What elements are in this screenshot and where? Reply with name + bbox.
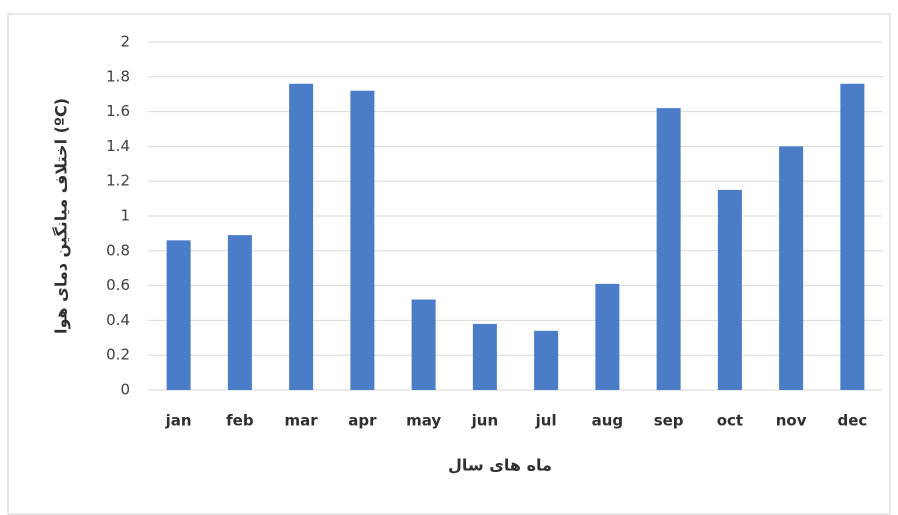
y-tick-label: 0.4 [106,311,130,329]
bar [779,146,804,390]
bar [472,323,497,390]
bar [534,330,559,390]
bar [166,240,191,390]
x-tick-label: oct [717,412,743,430]
x-tick-label: feb [226,412,254,430]
x-tick-label: sep [654,412,684,430]
bar [227,235,252,390]
bar [656,108,681,391]
y-tick-label: 0.2 [106,346,130,364]
chart-frame [7,13,891,515]
y-tick-label: 0.6 [106,276,130,294]
bar [289,83,314,390]
x-tick-label: jun [471,412,499,430]
bar [595,283,620,390]
y-tick-label: 1.8 [106,67,130,85]
bar [840,83,865,390]
x-tick-label: nov [776,412,807,430]
x-tick-label: mar [285,412,319,430]
x-tick-label: jan [165,412,192,430]
x-tick-label: may [406,412,441,430]
y-tick-label: 1 [120,207,130,225]
y-tick-label: 0 [120,381,130,399]
x-tick-label: jul [535,412,557,430]
y-tick-label: 1.2 [106,172,130,190]
y-tick-label: 0.8 [106,241,130,259]
x-tick-label: apr [348,412,377,430]
bar [350,90,375,390]
bar [717,189,742,390]
bar [411,299,436,390]
y-tick-label: 1.4 [106,137,130,155]
y-axis-label: اختلاف میانگین دمای هوا (ºC) [52,98,71,334]
x-tick-label: dec [837,412,867,430]
x-axis-label: ماه های سال [448,456,552,475]
y-tick-label: 2 [120,33,130,51]
y-tick-label: 1.6 [106,102,130,120]
x-tick-label: aug [592,412,624,430]
